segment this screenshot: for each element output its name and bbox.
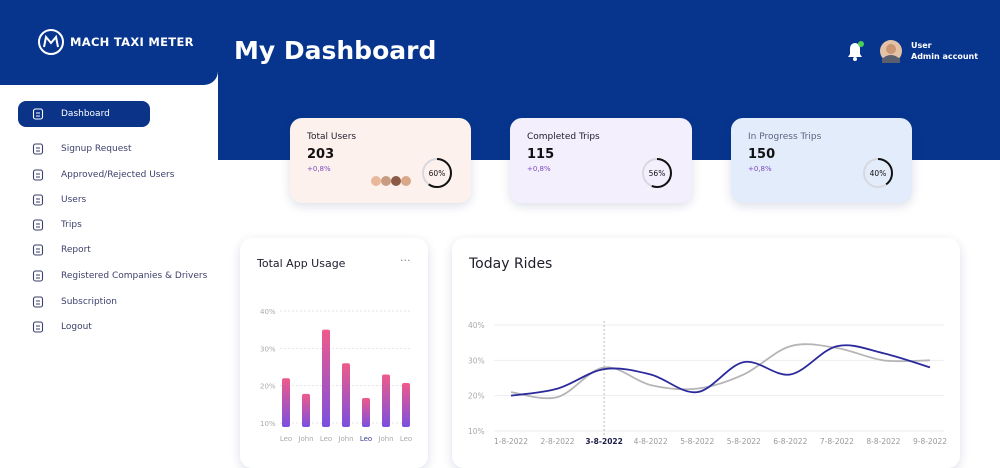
nav-label: Users (61, 195, 87, 205)
ring-label: 40% (870, 169, 887, 178)
nav-item[interactable]: Trips (32, 214, 212, 236)
nav-icon (32, 270, 44, 282)
line-chart: 10% 20% 30% 40% 1-8-2022 2-8-2022 3-8-2022 4-8-… (468, 321, 947, 446)
stat-value: 115 (527, 147, 555, 162)
x-tick-label: Leo (400, 435, 412, 443)
logo-icon (38, 29, 64, 55)
nav-label: Registered Companies & Drivers (61, 271, 208, 281)
line-card: Today Rides 10% 20% 30% 40% 1-8-2022 2-8-2022… (452, 238, 960, 468)
stat-card: In Progress Trips 150 +0,8% 40% (731, 118, 912, 203)
y-tick-label: 20% (260, 383, 276, 391)
stat-title: In Progress Trips (748, 132, 822, 142)
bar (382, 374, 390, 427)
x-tick-label: 5-8-2022 (680, 437, 714, 446)
chart-title: Total App Usage (257, 257, 346, 270)
x-tick-label: John (337, 435, 353, 443)
stat-card: Completed Trips 115 +0,8% 56% (510, 118, 692, 203)
nav-label: Dashboard (61, 109, 110, 119)
x-tick-label: 3-8-2022 (585, 437, 623, 446)
x-tick-label: 5-8-2022 (727, 437, 761, 446)
y-tick-label: 10% (468, 427, 485, 436)
nav-icon (32, 219, 44, 231)
x-tick-label: John (297, 435, 313, 443)
progress-ring: 40% (863, 158, 893, 188)
nav-label: Report (61, 245, 91, 255)
series-line (510, 344, 931, 397)
bar-card: Total App Usage ··· 10% 20% 30% 40% Leo John L… (240, 238, 428, 468)
stat-change: +0,8% (527, 165, 551, 173)
brand-box (0, 0, 218, 85)
nav-label: Logout (61, 322, 92, 332)
series-line (510, 343, 931, 400)
nav-item[interactable]: Approved/Rejected Users (32, 164, 212, 186)
nav-item[interactable]: Signup Request (32, 138, 212, 160)
chart-title: Today Rides (469, 256, 553, 272)
bar (342, 363, 350, 427)
page-title: My Dashboard (234, 36, 437, 65)
x-tick-label: 4-8-2022 (634, 437, 668, 446)
x-tick-label: 6-8-2022 (773, 437, 807, 446)
x-tick-label: John (377, 435, 393, 443)
user-avatar[interactable] (879, 39, 903, 63)
stat-card: Total Users 203 +0,8% 60% (290, 118, 471, 203)
nav-item[interactable]: Dashboard (18, 101, 150, 127)
more-menu[interactable]: ··· (400, 254, 411, 267)
y-tick-label: 30% (260, 345, 276, 353)
x-tick-label: 1-8-2022 (494, 437, 528, 446)
user-role: Admin account (911, 52, 979, 61)
bar (322, 329, 330, 427)
nav-icon (32, 169, 44, 181)
progress-ring: 60% (422, 158, 452, 188)
page: MACH TAXI METER My Dashboard User Admin … (0, 0, 1000, 446)
nav-item[interactable]: Registered Companies & Drivers (32, 265, 212, 287)
nav-label: Trips (61, 220, 82, 230)
x-tick-label: Leo (280, 435, 292, 443)
nav-label: Subscription (61, 297, 117, 307)
stat-title: Completed Trips (527, 132, 600, 142)
stat-title: Total Users (307, 132, 357, 142)
ring-label: 56% (649, 169, 666, 178)
ring-progress (422, 158, 452, 188)
ring-label: 60% (429, 169, 446, 178)
x-tick-label: 9-8-2022 (913, 437, 947, 446)
x-tick-label: 2-8-2022 (541, 437, 575, 446)
brand: MACH TAXI METER (70, 35, 194, 49)
nav-item[interactable]: Users (32, 189, 212, 211)
stat-value: 203 (307, 147, 335, 162)
progress-ring: 56% (642, 158, 672, 188)
ring-progress (863, 158, 893, 188)
nav-icon (32, 194, 44, 206)
nav-label: Signup Request (61, 144, 132, 154)
x-tick-label: Leo (360, 435, 372, 443)
y-tick-label: 10% (260, 420, 276, 428)
ring-progress (642, 158, 672, 188)
x-tick-label: Leo (320, 435, 332, 443)
stat-change: +0,8% (748, 165, 772, 173)
nav-item[interactable]: Logout (32, 316, 212, 338)
y-tick-label: 40% (260, 308, 276, 316)
nav-item[interactable]: Subscription (32, 291, 212, 313)
nav-icon (32, 108, 44, 120)
y-tick-label: 20% (468, 392, 485, 401)
bar (282, 378, 290, 427)
avatar-group (371, 176, 411, 186)
user-name: User (911, 41, 932, 50)
nav-label: Approved/Rejected Users (61, 170, 175, 180)
nav-item[interactable]: Report (32, 239, 212, 261)
nav-icon (32, 143, 44, 155)
bar (302, 393, 310, 427)
bar (362, 397, 370, 427)
nav-icon (32, 296, 44, 308)
notification-bell[interactable] (842, 38, 868, 64)
x-tick-label: 7-8-2022 (820, 437, 854, 446)
y-tick-label: 40% (468, 321, 485, 330)
x-tick-label: 8-8-2022 (866, 437, 900, 446)
bar-chart: 10% 20% 30% 40% Leo John Leo John Leo John Leo (260, 308, 412, 443)
stat-change: +0,8% (307, 165, 331, 173)
nav-icon (32, 244, 44, 256)
y-tick-label: 30% (468, 356, 485, 365)
stat-value: 150 (748, 147, 776, 162)
bar (402, 383, 410, 427)
nav-icon (32, 321, 44, 333)
